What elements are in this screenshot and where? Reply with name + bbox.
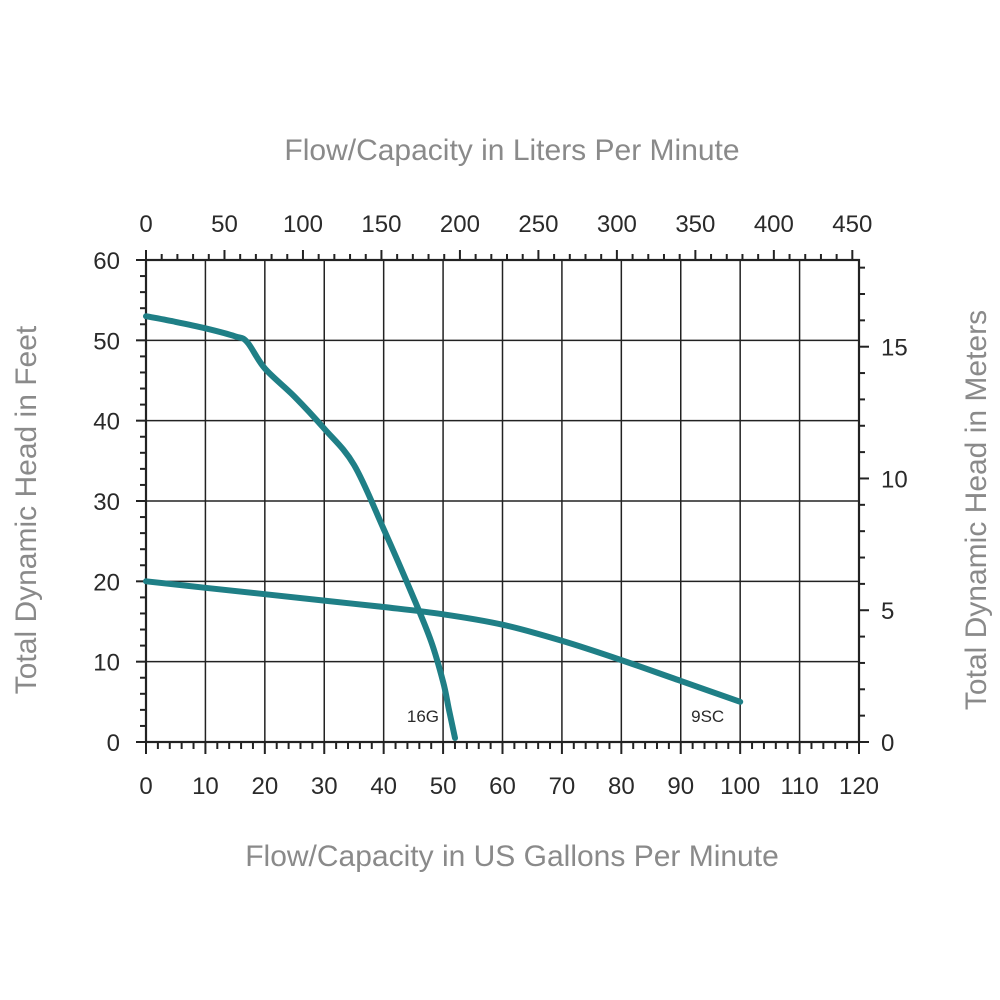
x2-tick-label: 300 — [597, 211, 637, 238]
x2-tick-label: 150 — [361, 211, 401, 238]
y2-tick-label: 10 — [881, 466, 908, 493]
x-tick-label: 0 — [139, 773, 152, 800]
x2-tick-label: 100 — [283, 211, 323, 238]
y-tick-label: 30 — [93, 489, 120, 516]
y-axis-title: Total Dynamic Head in Feet — [10, 325, 43, 694]
x2-tick-label: 50 — [211, 211, 238, 238]
x2-tick-label: 0 — [139, 211, 152, 238]
x-tick-label: 100 — [720, 773, 760, 800]
x-tick-label: 80 — [608, 773, 635, 800]
y-tick-label: 20 — [93, 569, 120, 596]
x-tick-label: 70 — [549, 773, 576, 800]
tick-marks — [136, 250, 869, 754]
y2-tick-label: 0 — [881, 730, 894, 757]
y-tick-label: 60 — [93, 248, 120, 275]
x-tick-label: 40 — [370, 773, 397, 800]
x-tick-label: 110 — [780, 773, 818, 800]
grid-lines — [146, 260, 859, 742]
y2-tick-label: 5 — [881, 598, 894, 625]
y-tick-label: 50 — [93, 328, 120, 355]
x-axis-title: Flow/Capacity in US Gallons Per Minute — [245, 840, 779, 873]
series-label-9sc: 9SC — [691, 707, 724, 726]
y2-axis-title: Total Dynamic Head in Meters — [960, 310, 993, 710]
y-tick-label: 10 — [93, 650, 120, 677]
y-tick-label: 0 — [107, 730, 120, 757]
x-tick-label: 50 — [430, 773, 457, 800]
x2-tick-label: 450 — [832, 211, 872, 238]
series-label-16g: 16G — [407, 707, 439, 726]
x-tick-label: 20 — [251, 773, 278, 800]
series-line-16g — [143, 313, 458, 741]
x-tick-label: 60 — [489, 773, 516, 800]
x2-axis-title: Flow/Capacity in Liters Per Minute — [284, 134, 739, 167]
x-tick-label: 30 — [311, 773, 338, 800]
y-tick-label: 40 — [93, 409, 120, 436]
tick-labels: 0 10 20 30 40 50 60 70 80 90 100 110 120010203040506… — [93, 211, 907, 800]
x-tick-label: 120 — [839, 773, 879, 800]
x2-tick-label: 350 — [675, 211, 715, 238]
x2-tick-label: 200 — [440, 211, 480, 238]
series-lines: 16G 9SC — [143, 313, 744, 741]
x-tick-label: 10 — [192, 773, 219, 800]
series-line-9sc — [143, 578, 744, 705]
x2-tick-label: 400 — [754, 211, 794, 238]
x2-tick-label: 250 — [518, 211, 558, 238]
x-tick-label: 90 — [667, 773, 694, 800]
y2-tick-label: 15 — [881, 335, 908, 362]
